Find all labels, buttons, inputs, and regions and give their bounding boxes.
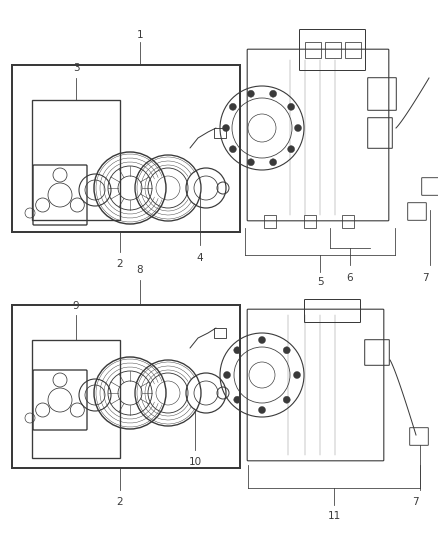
Circle shape [234,347,241,354]
Circle shape [294,125,301,132]
Circle shape [283,396,290,403]
Bar [214,128,226,138]
Circle shape [258,336,265,343]
Text: 7: 7 [422,273,428,283]
Bar [32,100,120,220]
Bar [342,215,354,228]
Circle shape [258,407,265,414]
Bar [264,215,276,228]
Bar [305,42,321,58]
Text: 6: 6 [347,273,353,283]
Circle shape [230,146,237,152]
Bar [32,340,120,458]
Bar [12,65,240,232]
Text: 1: 1 [137,30,143,40]
Circle shape [270,159,277,166]
Bar [214,328,226,338]
Circle shape [293,372,300,378]
Circle shape [223,125,230,132]
Bar [304,215,316,228]
Text: 9: 9 [73,301,79,311]
Bar [325,42,341,58]
Circle shape [288,146,295,152]
Text: 7: 7 [412,497,418,507]
Text: 2: 2 [117,259,124,269]
Bar [345,42,361,58]
Text: 11: 11 [327,511,341,521]
Circle shape [230,103,237,110]
Text: 8: 8 [137,265,143,275]
Circle shape [223,372,230,378]
Text: 5: 5 [317,277,323,287]
Circle shape [247,159,254,166]
Text: 2: 2 [117,497,124,507]
Circle shape [234,396,241,403]
Circle shape [283,347,290,354]
Text: 10: 10 [188,457,201,467]
Text: 3: 3 [73,63,79,73]
Text: 4: 4 [197,253,203,263]
Circle shape [270,90,277,97]
Bar [12,305,240,468]
Circle shape [247,90,254,97]
Circle shape [288,103,295,110]
